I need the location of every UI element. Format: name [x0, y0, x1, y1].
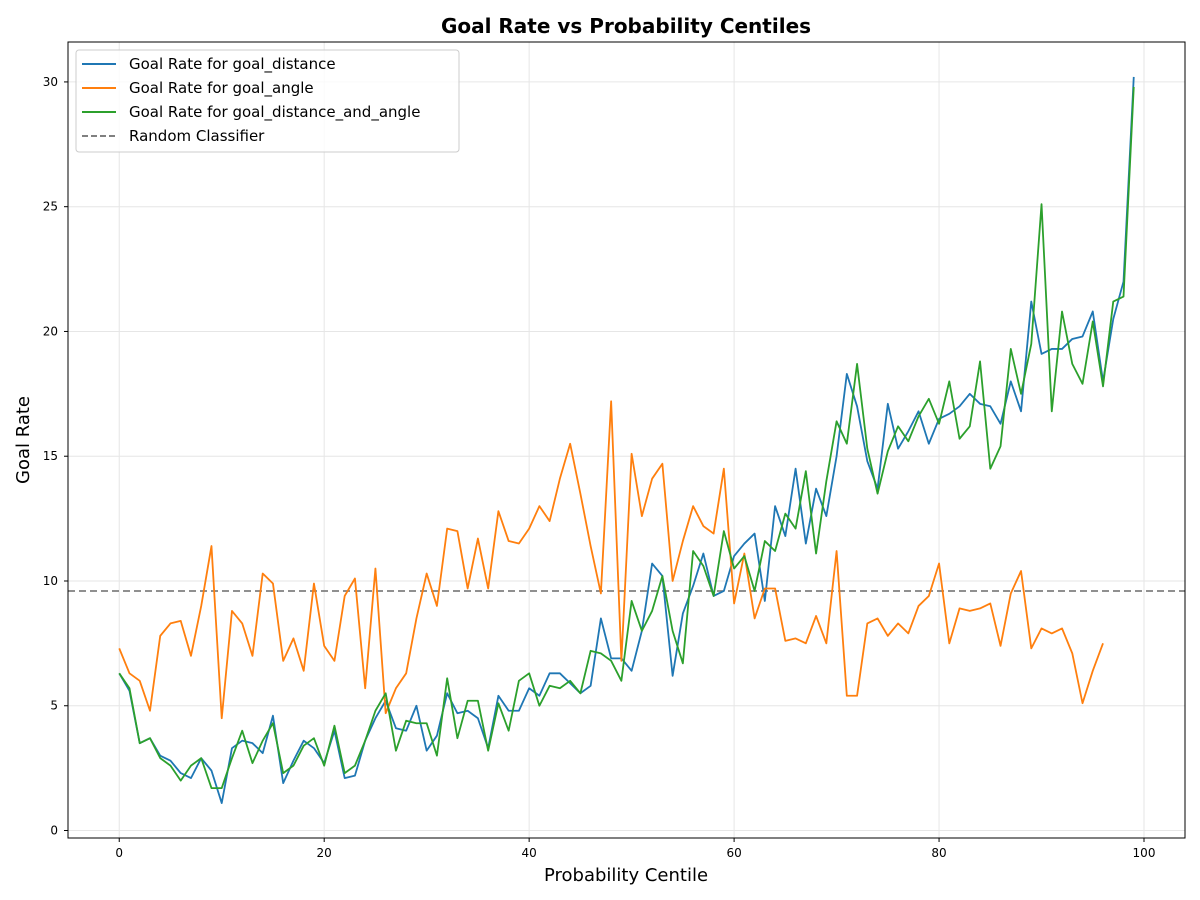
- legend-label-random-classifier: Random Classifier: [129, 127, 265, 145]
- legend-label-goal-distance: Goal Rate for goal_distance: [129, 55, 336, 74]
- x-tick-label: 60: [726, 846, 741, 860]
- y-tick-label: 20: [43, 324, 58, 338]
- series-layer: [118, 76, 1135, 804]
- series-line-goal-distance: [118, 76, 1135, 804]
- legend-box: [75, 49, 460, 153]
- series-line-goal-distance-and-angle: [118, 86, 1135, 789]
- y-tick-label: 30: [43, 75, 58, 89]
- grid: [68, 42, 1185, 838]
- x-tick-label: 20: [317, 846, 332, 860]
- series-line-goal-angle: [118, 400, 1104, 720]
- x-tick-label: 0: [115, 846, 123, 860]
- x-tick-label: 80: [931, 846, 946, 860]
- x-tick-label: 100: [1133, 846, 1156, 860]
- y-tick-label: 15: [43, 449, 58, 463]
- x-axis-label: Probability Centile: [544, 865, 708, 886]
- y-tick-label: 5: [50, 699, 58, 713]
- y-tick-label: 0: [50, 824, 58, 838]
- x-tick-label: 40: [522, 846, 537, 860]
- y-axis-label: Goal Rate: [13, 396, 34, 484]
- ticks: 0 20 40 60 80 100 0 5 10 15 20 25 30: [43, 75, 1156, 860]
- plot-frame: [67, 41, 1186, 839]
- chart-title: Goal Rate vs Probability Centiles: [441, 14, 811, 38]
- y-tick-label: 25: [43, 200, 58, 214]
- legend-label-goal-distance-and-angle: Goal Rate for goal_distance_and_angle: [129, 103, 420, 122]
- y-tick-label: 10: [43, 574, 58, 588]
- legend-label-goal-angle: Goal Rate for goal_angle: [129, 79, 314, 98]
- legend: Goal Rate for goal_distance Goal Rate fo…: [75, 49, 460, 153]
